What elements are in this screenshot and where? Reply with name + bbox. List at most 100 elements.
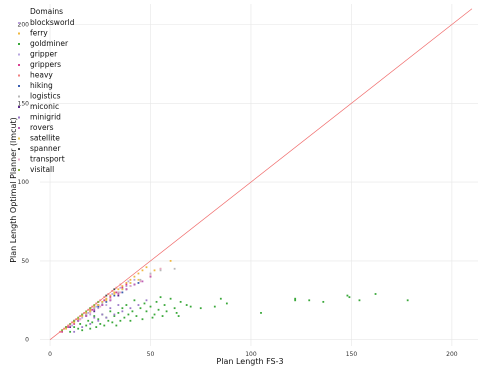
- point-blocksworld: [125, 285, 128, 288]
- legend-label-ferry: ferry: [30, 29, 48, 38]
- point-goldminer: [107, 319, 110, 322]
- x-tick-label: 0: [48, 351, 52, 358]
- point-ferry: [77, 318, 80, 321]
- legend-label-transport: transport: [30, 155, 65, 164]
- point-heavy: [71, 321, 74, 324]
- legend-label-rovers: rovers: [30, 123, 54, 132]
- legend-label-minigrid: minigrid: [30, 113, 61, 122]
- point-gripper: [87, 312, 90, 314]
- point-gripper: [119, 286, 122, 289]
- point-heavy: [63, 327, 66, 330]
- point-goldminer: [121, 307, 124, 310]
- point-goldminer: [260, 312, 262, 314]
- legend-label-logistics: logistics: [30, 92, 61, 101]
- point-heavy: [59, 330, 61, 333]
- point-rovers: [101, 304, 104, 306]
- point-goldminer: [358, 299, 361, 302]
- point-ferry: [65, 327, 68, 330]
- point-goldminer: [99, 323, 102, 325]
- point-logistics: [139, 278, 142, 281]
- point-rovers: [117, 293, 120, 295]
- point-rovers: [93, 308, 96, 311]
- y-tick-label: 200: [18, 21, 30, 28]
- x-tick-labels: 0 50 100 150 200: [48, 351, 458, 358]
- point-transport: [129, 285, 132, 288]
- point-visitall: [81, 313, 84, 316]
- point-goldminer: [123, 316, 126, 319]
- point-minigrid: [105, 316, 108, 319]
- legend-marker-gripper: [18, 53, 20, 56]
- point-logistics: [149, 272, 152, 275]
- grid: [40, 4, 478, 346]
- point-transport: [69, 324, 72, 327]
- point-miconic: [117, 294, 120, 297]
- point-visitall: [69, 323, 72, 325]
- point-blocksworld: [89, 313, 92, 316]
- x-axis-title: Plan Length FS-3: [216, 357, 283, 366]
- point-goldminer: [157, 308, 160, 311]
- point-hiking: [105, 300, 108, 303]
- legend-marker-minigrid: [18, 116, 20, 119]
- y-tick-label: 100: [18, 179, 30, 186]
- point-ferry: [133, 275, 136, 278]
- legend-marker-hiking: [18, 85, 20, 87]
- point-goldminer: [348, 296, 351, 299]
- point-heavy: [75, 318, 78, 321]
- y-tick-label: 50: [21, 258, 29, 265]
- legend-label-miconic: miconic: [30, 102, 59, 111]
- point-heavy: [79, 315, 82, 317]
- point-visitall: [61, 329, 64, 332]
- reference-line-y-equals-x: [49, 8, 473, 340]
- point-goldminer: [109, 310, 112, 313]
- point-transport: [99, 305, 102, 308]
- point-satellite: [113, 293, 116, 295]
- point-goldminer: [93, 315, 96, 317]
- point-ferry: [129, 278, 132, 281]
- point-goldminer: [97, 318, 100, 321]
- point-visitall: [77, 316, 80, 319]
- point-satellite: [121, 288, 124, 291]
- point-miconic: [93, 310, 96, 313]
- legend-marker-visitall: [18, 169, 20, 171]
- point-rovers: [133, 283, 136, 286]
- point-visitall: [89, 307, 92, 310]
- point-transport: [149, 274, 152, 276]
- point-heavy: [107, 293, 110, 295]
- point-satellite: [81, 315, 84, 317]
- legend-marker-heavy: [18, 74, 20, 77]
- point-goldminer: [119, 319, 122, 322]
- point-goldminer: [127, 313, 130, 316]
- point-minigrid: [137, 304, 140, 306]
- point-heavy: [91, 305, 94, 308]
- point-heavy: [103, 296, 106, 299]
- point-rovers: [125, 288, 128, 291]
- point-goldminer: [139, 307, 142, 310]
- point-grippers: [61, 330, 64, 333]
- point-ferry: [137, 272, 140, 275]
- point-minigrid: [101, 313, 104, 316]
- legend-label-heavy: heavy: [30, 71, 53, 80]
- point-goldminer: [117, 312, 120, 314]
- point-goldminer: [165, 310, 168, 313]
- point-ferry: [101, 300, 104, 303]
- point-heavy: [87, 308, 90, 311]
- point-satellite: [137, 278, 140, 281]
- point-blocksworld: [105, 304, 108, 306]
- point-ferry: [141, 269, 144, 272]
- point-goldminer: [199, 307, 202, 310]
- x-tick-label: 150: [346, 351, 358, 358]
- point-goldminer: [346, 294, 349, 297]
- point-minigrid: [73, 330, 76, 333]
- point-hiking: [137, 282, 140, 284]
- point-goldminer: [185, 304, 188, 306]
- legend-marker-miconic: [18, 106, 20, 108]
- legend-label-blocksworld: blocksworld: [30, 18, 75, 27]
- point-ferry: [121, 285, 124, 288]
- point-rovers: [85, 315, 88, 317]
- point-goldminer: [294, 297, 297, 300]
- point-goldminer: [103, 324, 106, 327]
- point-minigrid: [113, 313, 116, 316]
- point-hiking: [113, 294, 116, 297]
- point-minigrid: [145, 299, 148, 302]
